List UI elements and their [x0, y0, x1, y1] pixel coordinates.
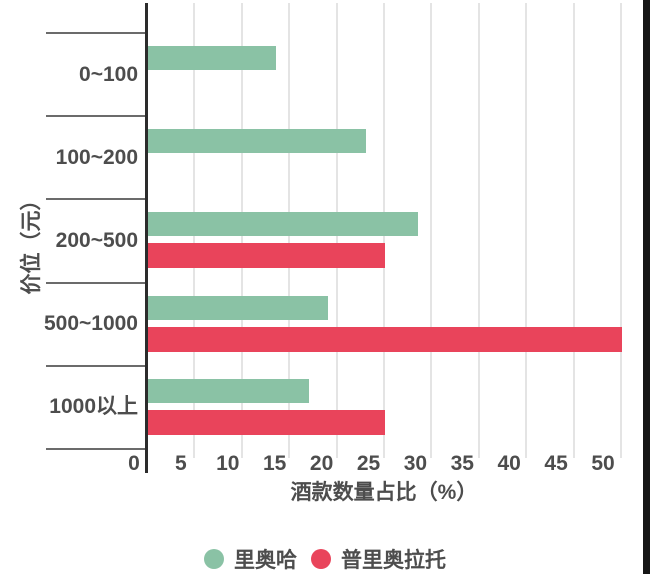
- x-tick-label-15: 15: [263, 452, 287, 475]
- bar-普里奥拉托-1000以上: [148, 410, 385, 435]
- x-tick-label-0: 0: [128, 452, 140, 475]
- category-label-2: 200~500: [55, 229, 138, 252]
- category-label-0: 0~100: [79, 63, 138, 86]
- bar-里奥哈-0~100: [148, 46, 276, 70]
- legend-label-rioja: 里奥哈: [234, 549, 297, 572]
- right-edge-border: [643, 0, 650, 574]
- bar-里奥哈-100~200: [148, 129, 366, 153]
- legend-item-rioja: 里奥哈: [204, 544, 297, 574]
- category-tick-line: [46, 115, 147, 117]
- y-axis-line: [145, 3, 148, 473]
- x-axis-title: 酒款数量占比（%）: [290, 481, 478, 504]
- legend: 里奥哈 普里奥拉托: [0, 544, 650, 574]
- category-tick-line: [46, 198, 147, 200]
- legend-item-priorat: 普里奥拉托: [311, 544, 446, 574]
- gridline-x-45: [572, 3, 575, 458]
- gridline-x-35: [477, 3, 480, 458]
- gridline-x-50: [620, 3, 622, 458]
- x-tick-label-40: 40: [497, 452, 521, 475]
- category-label-1: 100~200: [55, 146, 138, 169]
- category-tick-line: [46, 282, 147, 284]
- category-tick-line: [46, 365, 147, 367]
- category-tick-line: [46, 448, 147, 450]
- category-tick-line: [46, 32, 147, 34]
- bar-里奥哈-1000以上: [148, 379, 309, 403]
- x-tick-label-50: 50: [591, 452, 615, 475]
- legend-marker-rioja-icon: [204, 549, 224, 569]
- x-tick-label-20: 20: [309, 452, 334, 475]
- x-tick-label-10: 10: [216, 452, 240, 475]
- x-tick-label-30: 30: [403, 452, 428, 475]
- gridline-x-30: [430, 3, 433, 458]
- bar-普里奥拉托-200~500: [148, 243, 385, 268]
- category-label-4: 1000以上: [49, 395, 138, 418]
- bar-里奥哈-500~1000: [148, 296, 328, 320]
- x-tick-label-35: 35: [450, 452, 474, 475]
- x-tick-label-45: 45: [544, 452, 568, 475]
- category-label-3: 500~1000: [43, 312, 138, 335]
- bar-里奥哈-200~500: [148, 212, 418, 236]
- bar-普里奥拉托-500~1000: [148, 327, 622, 352]
- x-tick-label-25: 25: [356, 452, 381, 475]
- gridline-x-40: [525, 3, 528, 458]
- y-axis-title: 价位（元）: [20, 189, 43, 295]
- legend-label-priorat: 普里奥拉托: [341, 549, 446, 572]
- legend-marker-priorat-icon: [311, 549, 331, 569]
- x-tick-label-5: 5: [175, 452, 187, 475]
